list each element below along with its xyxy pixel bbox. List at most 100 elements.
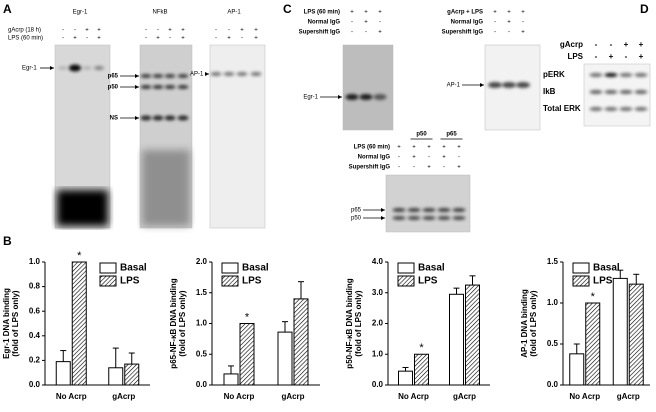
gel-title: Egr-1: [73, 10, 88, 16]
band: [589, 90, 603, 94]
legend-label: Basal: [593, 263, 620, 274]
error-bar: [298, 281, 304, 299]
band: [604, 73, 618, 77]
y-tick-label: 0.5: [196, 349, 208, 358]
smear: [142, 150, 190, 226]
y-tick-label: 2.0: [196, 257, 208, 266]
lane-sign: -: [228, 28, 230, 34]
lane-sign: -: [215, 28, 217, 34]
lane-sign: +: [507, 10, 511, 16]
band: [140, 115, 152, 121]
arrow-head: [205, 72, 209, 76]
lane-sign: +: [397, 145, 401, 151]
bar: [449, 293, 464, 386]
arrow-head: [50, 66, 54, 70]
lane-sign: -: [74, 28, 76, 34]
error-bar: [469, 275, 476, 286]
lane-sign: +: [254, 36, 258, 42]
arrow-head: [381, 208, 385, 212]
lane-sign: +: [240, 28, 244, 34]
lane-sign: +: [364, 20, 368, 26]
lane-sign: -: [351, 30, 353, 36]
free-probe: [57, 190, 108, 226]
y-axis-label: p65-NF-κB DNA binding: [169, 278, 178, 368]
lane-sign: -: [458, 155, 460, 161]
legend-label: Basal: [418, 263, 445, 274]
band: [502, 82, 516, 88]
legend-swatch: [572, 262, 590, 274]
row-label: Normal IgG: [358, 155, 391, 161]
arrow-head: [338, 95, 342, 99]
band: [58, 66, 68, 70]
lane-sign: -: [365, 30, 367, 36]
y-tick-label: 0.0: [547, 380, 559, 389]
lane-sign: -: [443, 165, 445, 171]
band: [392, 208, 406, 212]
y-tick-label: 1.0: [547, 298, 559, 307]
y-tick-label: 0.0: [372, 380, 384, 389]
lane-sign: -: [379, 20, 381, 26]
band: [437, 208, 451, 212]
lane-sign: -: [494, 20, 496, 26]
x-tick-label: gAcrp: [617, 392, 640, 401]
lane-sign: +: [507, 20, 511, 26]
gel: [385, 174, 471, 233]
lane-sign: +: [457, 165, 461, 171]
band: [164, 74, 176, 78]
y-axis-label: p50-NF-κB DNA binding: [345, 278, 354, 368]
panel-label: B: [3, 234, 12, 248]
label: gAcrp (18 h): [8, 28, 41, 34]
y-tick-label: 0.0: [29, 380, 41, 389]
y-tick-label: 1.0: [372, 349, 384, 358]
y-tick-label: 0.6: [29, 306, 41, 315]
band-label: Egr-1: [303, 95, 318, 101]
lane-sign: -: [522, 20, 524, 26]
y-tick-label: 0.8: [29, 282, 41, 291]
lane-sign: +: [73, 36, 77, 42]
lane-sign: +: [378, 10, 382, 16]
band: [69, 64, 81, 72]
y-tick-label: 3.0: [372, 288, 384, 297]
band: [634, 107, 648, 111]
row-label: gAcrp + LPS: [447, 10, 483, 16]
legend-swatch: [397, 262, 415, 274]
lane-sign: +: [181, 36, 185, 42]
bar: [414, 353, 429, 386]
row-label: Normal IgG: [451, 20, 484, 26]
lane-sign: -: [145, 36, 147, 42]
band: [452, 216, 466, 220]
x-tick-label: No Acrp: [56, 392, 87, 401]
lane-sign: +: [97, 36, 101, 42]
band-label: Total ERK: [543, 104, 581, 113]
lane-sign: -: [86, 36, 88, 42]
annotation: *: [419, 342, 424, 354]
lane-sign: -: [145, 28, 147, 34]
gel-title: NFkB: [153, 10, 168, 16]
lane-sign: +: [609, 52, 614, 61]
lane-sign: -: [169, 36, 171, 42]
arrow-head: [135, 74, 139, 78]
band: [152, 115, 164, 121]
annotation: *: [245, 311, 250, 323]
x-tick-label: No Acrp: [224, 392, 255, 401]
band: [94, 66, 104, 70]
lane-sign: -: [494, 30, 496, 36]
lane-sign: -: [62, 28, 64, 34]
error-bar: [402, 366, 409, 372]
band: [619, 107, 633, 111]
y-tick-label: 1.0: [29, 257, 41, 266]
group-label: p65: [446, 132, 457, 138]
y-axis-label: (fold of LPS only): [529, 290, 538, 357]
band: [236, 72, 248, 76]
bar: [108, 367, 124, 386]
band: [140, 85, 152, 89]
error-bar: [60, 350, 67, 362]
bar: [239, 323, 255, 386]
lane-sign: +: [181, 28, 185, 34]
band: [223, 72, 235, 76]
band: [488, 82, 502, 88]
band: [422, 216, 436, 220]
legend-label: Basal: [120, 263, 147, 274]
row-label: LPS: [567, 52, 583, 61]
